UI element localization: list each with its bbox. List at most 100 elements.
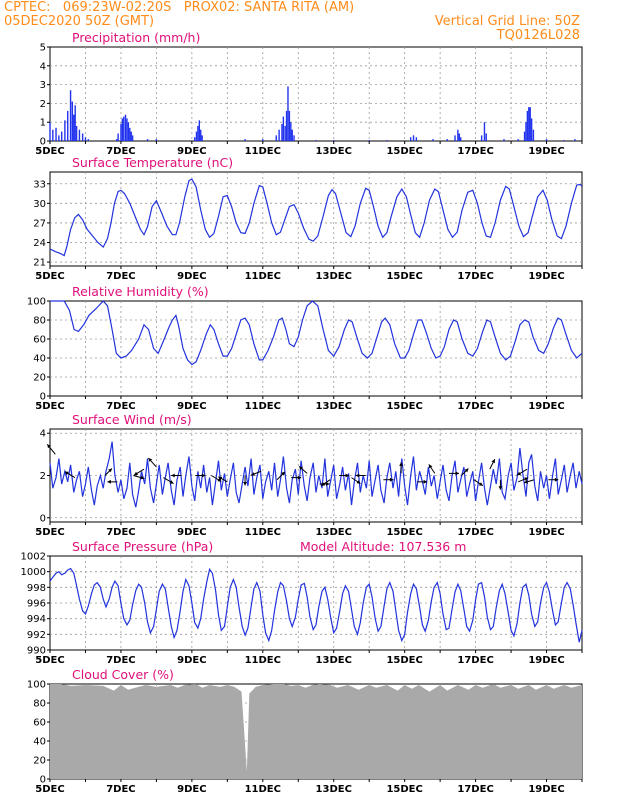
pressure-ytick-label: 1002 <box>21 552 46 563</box>
precip-bar <box>278 129 280 141</box>
rh-xtick-label: 11DEC <box>245 401 281 412</box>
wind-arrow-head <box>455 471 459 476</box>
pressure-ytick-label: 996 <box>27 599 46 610</box>
precip-bar <box>290 122 292 141</box>
precip-bar <box>198 120 201 141</box>
precip-bar <box>58 135 60 141</box>
cloud-ytick-label: 80 <box>33 699 46 710</box>
precip-bar <box>117 133 119 141</box>
wind-xtick-label: 13DEC <box>316 527 352 538</box>
precip-bar <box>121 118 124 141</box>
precip-bar <box>333 140 335 141</box>
cloud-xtick-label: 11DEC <box>245 784 281 795</box>
wind-arrow-head <box>243 482 247 486</box>
wind-arrow-head <box>389 477 394 482</box>
wind-arrow-head <box>134 471 138 476</box>
wind-ytick-label: 4 <box>40 429 46 440</box>
precip-bar <box>574 139 576 141</box>
wind-arrow-head <box>108 468 112 473</box>
precip-ytick-label: 4 <box>40 61 46 72</box>
precip-bar <box>262 139 264 141</box>
temp-frame <box>49 171 583 267</box>
precip-ytick-label: 2 <box>40 99 46 110</box>
wind-arrow-head <box>201 473 206 478</box>
run-id: TQ0126L028 <box>496 28 580 43</box>
rh-xtick-label: 15DEC <box>386 401 422 412</box>
wind-arrow-head <box>299 466 303 471</box>
precip-xtick-label: 7DEC <box>106 146 135 157</box>
precip-bar <box>73 114 75 141</box>
precip-bar <box>281 124 283 141</box>
wind-arrow-head <box>464 468 469 473</box>
rh-title: Relative Humidity (%) <box>72 284 209 299</box>
pressure-xtick-label: 7DEC <box>106 655 135 666</box>
precip-bar <box>480 135 483 141</box>
precip-bar <box>78 129 81 141</box>
precip-bar <box>563 140 565 141</box>
pressure-ytick-label: 990 <box>27 646 46 657</box>
precip-frame <box>49 46 583 142</box>
rh-xtick-label: 17DEC <box>457 401 493 412</box>
cloud-title: Cloud Cover (%) <box>72 667 174 682</box>
wind-arrow-head <box>355 473 360 478</box>
wind-arrow-head <box>345 473 350 478</box>
rh-ytick-label: 20 <box>33 373 46 384</box>
pressure-xtick-label: 19DEC <box>528 655 564 666</box>
wind-title: Surface Wind (m/s) <box>72 412 192 427</box>
precip-bar <box>146 139 149 141</box>
pressure-ytick-label: 992 <box>27 630 46 641</box>
wind-arrow-head <box>171 473 175 478</box>
precip-bar <box>194 137 196 141</box>
wind-arrow-head <box>217 478 222 482</box>
precip-bar <box>503 139 505 141</box>
precip-bar <box>201 135 203 141</box>
precip-ytick-label: 0 <box>40 137 46 148</box>
wind-arrow-head <box>478 482 483 486</box>
cloud-area <box>50 684 582 779</box>
temp-line <box>49 178 583 257</box>
precip-bar <box>71 101 74 141</box>
wind-arrow-head <box>498 486 503 490</box>
temp-xtick-label: 17DEC <box>457 271 493 282</box>
precip-bar <box>84 137 87 141</box>
precip-xtick-label: 11DEC <box>245 146 281 157</box>
pressure-ytick-label: 998 <box>27 583 46 594</box>
precip-bar <box>75 125 78 141</box>
precip-bar <box>386 140 388 141</box>
wind-line <box>49 441 583 508</box>
precip-xtick-label: 19DEC <box>528 146 564 157</box>
wind-arrow-head <box>428 464 433 469</box>
pressure-xtick-label: 17DEC <box>457 655 493 666</box>
precip-bar <box>55 127 57 141</box>
precip-bar <box>69 90 72 141</box>
precip-ytick-label: 1 <box>40 118 46 129</box>
precip-bar <box>529 107 531 141</box>
precip-bar <box>293 135 295 141</box>
precip-bar <box>412 135 415 141</box>
precip-bar <box>545 139 548 141</box>
cloud-ytick-label: 40 <box>33 737 46 748</box>
wind-arrow-head <box>524 477 529 481</box>
temp-ytick-label: 30 <box>33 199 46 210</box>
rh-xtick-label: 13DEC <box>316 401 352 412</box>
temp-xtick-label: 9DEC <box>177 271 206 282</box>
cloud-xtick-label: 17DEC <box>457 784 493 795</box>
precip-xtick-label: 5DEC <box>35 146 64 157</box>
temp-ytick-label: 27 <box>33 218 46 229</box>
rh-ytick-label: 40 <box>33 354 46 365</box>
wind-arrow-head <box>64 471 69 476</box>
wind-ytick-label: 2 <box>40 471 46 482</box>
precip-ytick-label: 5 <box>40 43 46 54</box>
wind-xtick-label: 5DEC <box>35 527 64 538</box>
precip-bar <box>523 131 526 141</box>
chart-header: CPTEC: 069:23W-02:20S PROX02: SANTA RITA… <box>0 0 618 44</box>
wind-xtick-label: 11DEC <box>245 527 281 538</box>
precip-bar <box>526 110 529 141</box>
precip-bar <box>49 122 51 141</box>
rh-ytick-label: 60 <box>33 335 46 346</box>
precip-bar <box>120 124 122 141</box>
precip-bar <box>483 122 486 141</box>
precip-xtick-label: 13DEC <box>316 146 352 157</box>
cloud-ytick-label: 20 <box>33 756 46 767</box>
